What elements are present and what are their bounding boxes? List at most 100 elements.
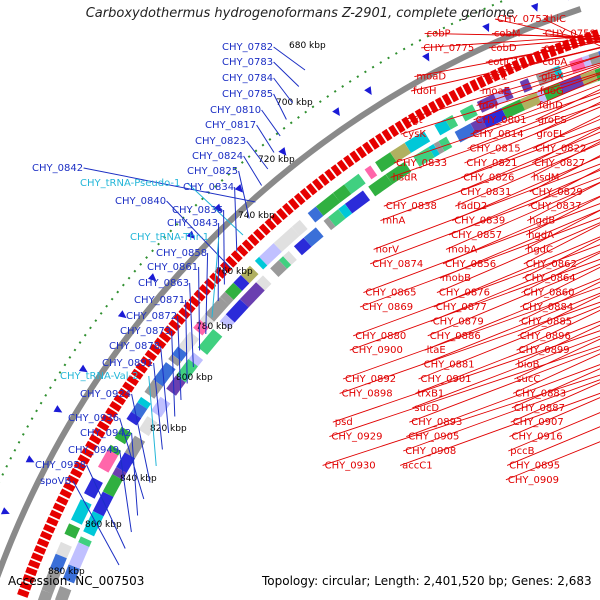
forward-strand-arrow [117,310,127,319]
forward-strand-arrow [234,184,243,193]
reverse-strand-arrow [434,97,446,110]
left-gene-label: CHY_0810 [210,105,261,116]
right-gene-label: CHY_0880 [355,331,406,342]
feature-band-segment [270,260,288,278]
feature-band-segment [83,477,103,499]
right-gene-label: ogt [406,115,422,126]
reverse-strand-arrow [462,82,473,96]
reverse-strand-arrow [388,124,400,138]
right-gene-label: CHY_0864 [525,273,576,284]
feature-band-segment [151,396,171,418]
reverse-strand-arrow [105,407,118,419]
left-label-leader [243,155,263,186]
feature-band-segment [552,65,564,80]
right-label-leader [464,106,600,164]
reverse-strand-arrow [375,133,387,146]
reverse-strand-arrow [533,50,543,64]
left-gene-label: CHY_0858 [156,248,207,259]
right-label-leader [470,84,600,135]
feature-band-segment [520,92,542,111]
feature-band-segment [78,536,92,548]
reverse-strand-arrow [30,552,44,562]
reverse-strand-arrow [113,394,126,406]
right-label-leader [488,37,600,49]
reverse-strand-arrow [299,187,312,201]
right-label-leader [342,286,600,380]
reverse-strand-arrow [135,362,148,374]
feature-band-segment [70,499,92,525]
right-label-leader [390,103,600,178]
reverse-strand-arrow [421,104,432,118]
right-label-leader [433,236,600,308]
right-label-leader [452,156,600,222]
right-label-leader [527,182,600,221]
right-gene-label: cobK [544,43,569,54]
reverse-strand-arrow [247,234,260,247]
feature-band-segment [368,174,393,197]
right-gene-label: fdoI [479,100,498,111]
right-label-leader [467,95,600,150]
left-gene-label: CHY_0836 [172,205,223,216]
reverse-strand-arrow [276,207,288,221]
reverse-strand-arrow [25,566,38,577]
reverse-strand-arrow [518,56,529,69]
left-label-leader [153,362,163,450]
feature-band-segment [240,265,259,284]
right-gene-label: CHY_0857 [451,230,502,241]
reverse-strand-arrow [490,69,501,82]
forward-strand-arrow [186,230,195,239]
right-gene-label: hsdR [393,172,418,183]
feature-band-segment [197,328,223,355]
right-label-leader [442,195,600,265]
right-label-leader [530,141,600,178]
right-label-leader [534,101,600,135]
left-gene-label: CHY_0783 [222,57,273,68]
right-gene-label: fadD2 [457,201,487,212]
right-gene-label: CHY_0865 [365,288,416,299]
reverse-strand-arrow [36,537,50,548]
right-label-leader [536,77,600,106]
left-label-leader [171,330,176,417]
right-gene-label: CHY_0908 [405,446,456,457]
reverse-strand-arrow [59,488,73,499]
genome-backbone [0,6,582,579]
right-label-leader [541,40,600,49]
feature-band-segment [375,152,397,173]
right-gene-label: groEL [537,129,566,140]
feature-band-segment [199,313,215,328]
left-label-leader [273,93,287,120]
right-label-leader [448,169,600,236]
right-label-leader [439,209,600,279]
reverse-strand-arrow [122,381,135,393]
right-gene-label: moaE [482,86,510,97]
left-label-leader [131,393,151,483]
right-gene-label: CHY_0929 [331,432,382,443]
right-gene-label: CHY_0827 [534,158,585,169]
feature-band-segment [338,203,353,219]
reverse-strand-arrow [193,289,206,302]
forward-strand-arrow [213,203,222,213]
kbp-tick-label: 720 kbp [258,155,295,165]
left-gene-label: CHY_0949 [68,445,119,456]
left-label-leader [187,182,244,236]
reverse-strand-arrow [56,495,69,506]
feature-band-segment [259,243,282,266]
right-label-leader [421,35,600,49]
trna-gene-label: CHY_tRNA-Pseudo-1 [80,178,180,189]
reverse-strand-arrow [198,284,211,296]
feature-band-segment [470,117,487,135]
right-gene-label: moaD [416,72,446,83]
feature-band-segment [307,206,324,223]
feature-band-segment [131,402,148,419]
right-label-leader [322,374,600,466]
reverse-strand-arrow [22,573,35,584]
left-label-leader [119,417,145,500]
feature-band-segment [64,523,81,539]
feature-band-segment [239,282,265,308]
right-label-leader [329,345,600,438]
reverse-strand-arrow [293,192,306,206]
right-label-leader [339,301,600,394]
kbp-tick-label: 760 kbp [216,267,253,277]
left-label-leader [205,252,209,335]
